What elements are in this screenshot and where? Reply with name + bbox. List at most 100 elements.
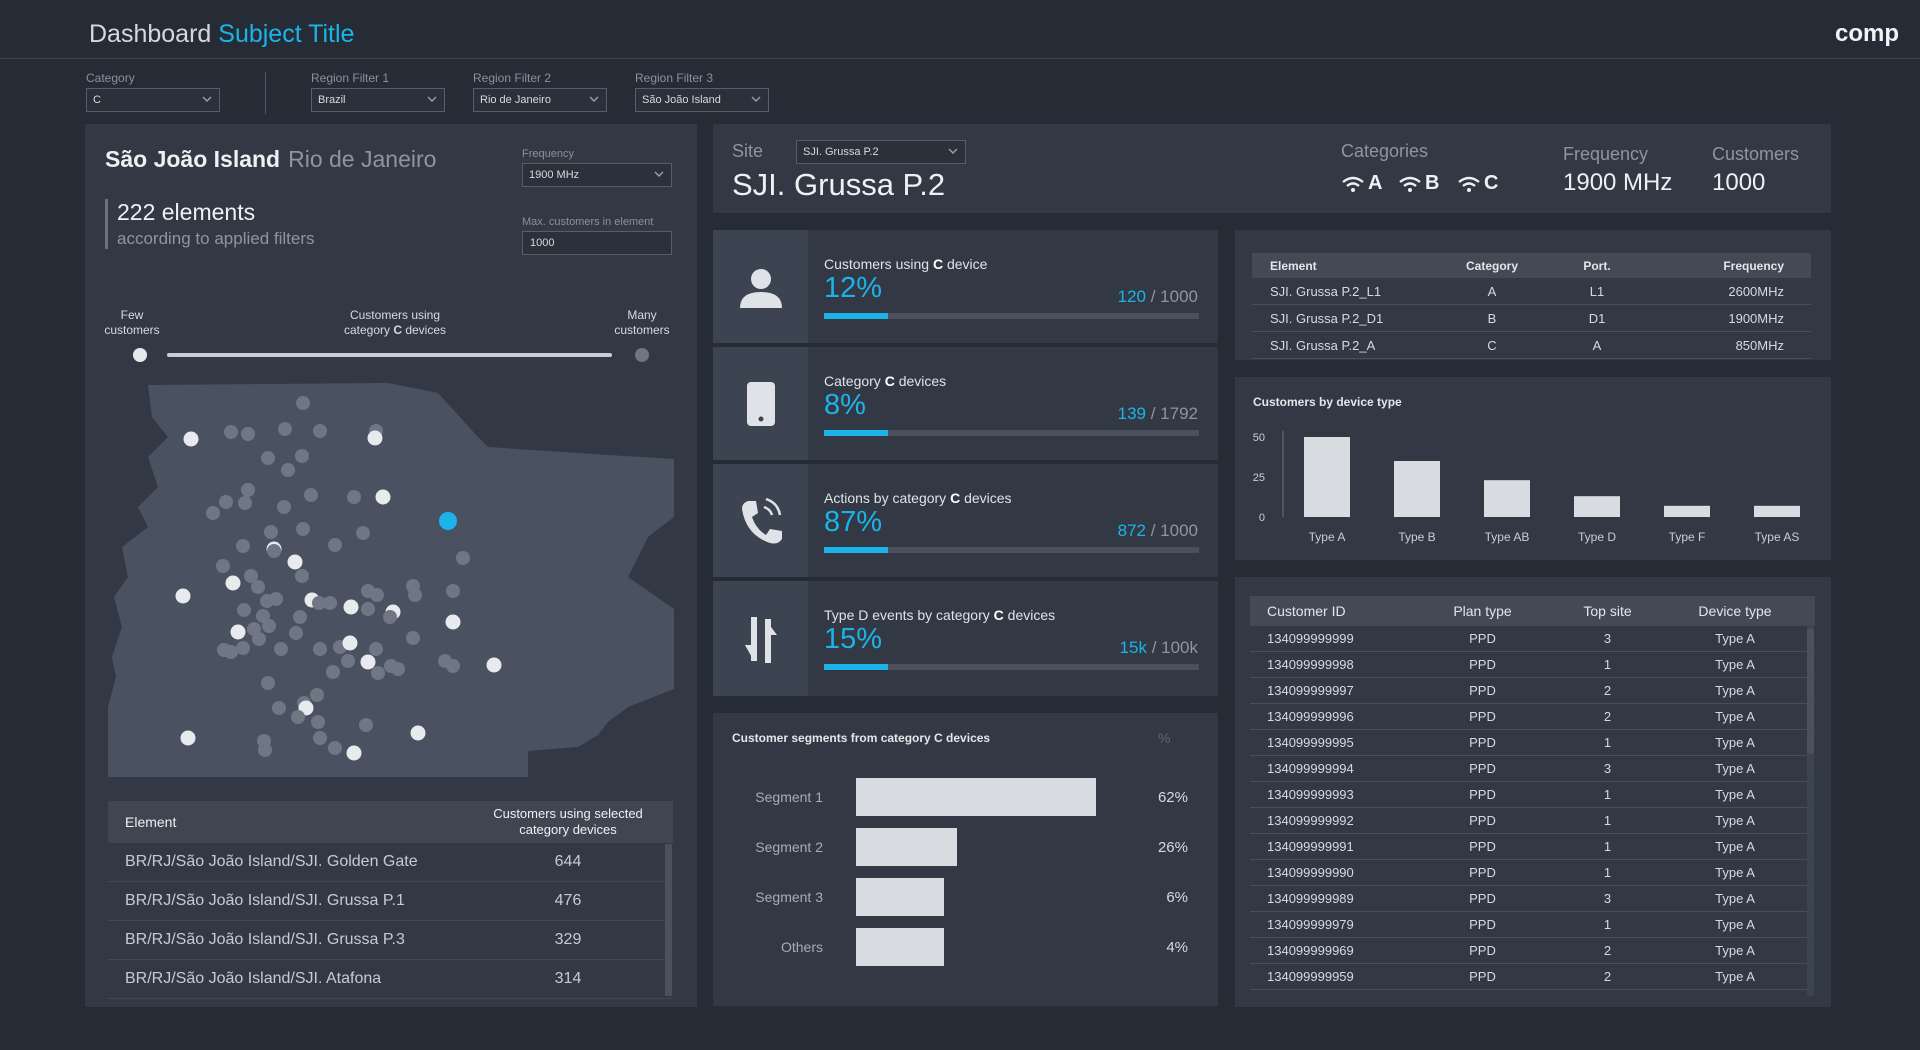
slider-knob-min[interactable] xyxy=(133,348,147,362)
table-row[interactable]: SJI. Grussa P.2_A C A 850MHz xyxy=(1252,332,1811,359)
map-marker[interactable] xyxy=(356,526,370,540)
kpi-card-events[interactable]: Type D events by category C devices 15% … xyxy=(713,581,1218,696)
map-marker[interactable] xyxy=(224,425,238,439)
map-marker[interactable] xyxy=(456,551,470,565)
map-marker[interactable] xyxy=(341,654,355,668)
map-marker[interactable] xyxy=(371,666,385,680)
map-marker[interactable] xyxy=(384,659,398,673)
customers-scrollbar[interactable] xyxy=(1807,629,1814,754)
map-marker[interactable] xyxy=(438,654,452,668)
filter-region-1-select[interactable]: Brazil xyxy=(311,88,445,112)
table-row[interactable]: 134099999990 PPD 1 Type A xyxy=(1250,860,1815,886)
map-marker[interactable] xyxy=(260,594,274,608)
table-row[interactable]: SJI. Grussa P.2_D1 B D1 1900MHz xyxy=(1252,305,1811,332)
table-row[interactable]: BR/RJ/São João Island/SJI. Grussa P.1 476 xyxy=(108,882,673,921)
map-marker[interactable] xyxy=(361,602,375,616)
table-row[interactable]: 134099999969 PPD 2 Type A xyxy=(1250,938,1815,964)
map-marker[interactable] xyxy=(295,449,309,463)
table-row[interactable]: 134099999994 PPD 3 Type A xyxy=(1250,756,1815,782)
map-marker[interactable] xyxy=(313,731,327,745)
filter-region-2-select[interactable]: Rio de Janeiro xyxy=(473,88,607,112)
table-row[interactable]: BR/RJ/São João Island/SJI. Golden Gate 64… xyxy=(108,843,673,882)
map-marker[interactable] xyxy=(326,665,340,679)
map-marker[interactable] xyxy=(359,718,373,732)
kpi-card-devices[interactable]: Category C devices 8% 139 / 1792 xyxy=(713,347,1218,460)
segment-row[interactable]: Others 4% xyxy=(713,928,1203,966)
segment-row[interactable]: Segment 1 62% xyxy=(713,778,1203,816)
table-row[interactable]: BR/RJ/São João Island/SJI. Grussa P.3 329 xyxy=(108,921,673,960)
table-row[interactable]: 134099999989 PPD 3 Type A xyxy=(1250,886,1815,912)
map-marker[interactable] xyxy=(231,625,246,640)
segment-row[interactable]: Segment 2 26% xyxy=(713,828,1203,866)
map-marker[interactable] xyxy=(236,641,250,655)
map-marker[interactable] xyxy=(293,610,307,624)
island-map[interactable] xyxy=(108,377,674,777)
map-marker[interactable] xyxy=(487,658,502,673)
map-marker[interactable] xyxy=(262,619,276,633)
map-marker[interactable] xyxy=(264,525,278,539)
segment-row[interactable]: Segment 3 6% xyxy=(713,878,1203,916)
table-scrollbar[interactable] xyxy=(665,844,672,996)
map-marker[interactable] xyxy=(181,731,196,746)
map-marker[interactable] xyxy=(313,424,327,438)
slider-track[interactable] xyxy=(167,353,612,357)
map-marker[interactable] xyxy=(310,688,324,702)
map-marker[interactable] xyxy=(252,632,266,646)
table-row[interactable]: 134099999992 PPD 1 Type A xyxy=(1250,808,1815,834)
table-row[interactable]: 134099999999 PPD 3 Type A xyxy=(1250,626,1815,652)
map-marker[interactable] xyxy=(369,642,383,656)
map-marker[interactable] xyxy=(277,500,291,514)
table-row[interactable]: BR/RJ/São João Island/SJI. Atafona 314 xyxy=(108,960,673,999)
map-marker[interactable] xyxy=(278,422,292,436)
filter-category-select[interactable]: C xyxy=(86,88,220,112)
map-marker[interactable] xyxy=(216,559,230,573)
table-row[interactable]: 134099999998 PPD 1 Type A xyxy=(1250,652,1815,678)
map-marker[interactable] xyxy=(347,746,362,761)
map-marker[interactable] xyxy=(370,588,384,602)
map-marker[interactable] xyxy=(296,396,310,410)
map-marker[interactable] xyxy=(237,603,251,617)
map-marker[interactable] xyxy=(411,726,426,741)
site-select[interactable]: SJI. Grussa P.2 xyxy=(796,140,966,164)
map-marker[interactable] xyxy=(238,496,252,510)
map-marker[interactable] xyxy=(328,538,342,552)
table-row[interactable]: 134099999991 PPD 1 Type A xyxy=(1250,834,1815,860)
kpi-card-actions[interactable]: Actions by category C devices 87% 872 / … xyxy=(713,464,1218,577)
map-marker[interactable] xyxy=(347,490,361,504)
map-marker[interactable] xyxy=(296,522,310,536)
map-marker[interactable] xyxy=(446,615,461,630)
table-row[interactable]: 134099999997 PPD 2 Type A xyxy=(1250,678,1815,704)
filter-region-3-select[interactable]: São João Island xyxy=(635,88,769,112)
map-marker[interactable] xyxy=(241,427,255,441)
map-marker[interactable] xyxy=(258,743,272,757)
map-marker[interactable] xyxy=(439,512,457,530)
slider-knob-max[interactable] xyxy=(635,348,649,362)
map-marker[interactable] xyxy=(219,495,233,509)
table-row[interactable]: SJI. Grussa P.2_L1 A L1 2600MHz xyxy=(1252,278,1811,305)
map-marker[interactable] xyxy=(295,569,309,583)
map-marker[interactable] xyxy=(241,483,255,497)
frequency-select[interactable]: 1900 MHz xyxy=(522,163,672,187)
map-marker[interactable] xyxy=(361,655,376,670)
map-marker[interactable] xyxy=(313,642,327,656)
map-marker[interactable] xyxy=(343,636,358,651)
map-marker[interactable] xyxy=(261,451,275,465)
table-row[interactable]: 134099999979 PPD 1 Type A xyxy=(1250,912,1815,938)
table-row[interactable]: 134099999996 PPD 2 Type A xyxy=(1250,704,1815,730)
table-row[interactable]: 134099999959 PPD 2 Type A xyxy=(1250,964,1815,990)
map-marker[interactable] xyxy=(291,710,305,724)
map-marker[interactable] xyxy=(376,490,391,505)
map-marker[interactable] xyxy=(406,631,420,645)
map-marker[interactable] xyxy=(281,463,295,477)
map-marker[interactable] xyxy=(344,600,359,615)
map-marker[interactable] xyxy=(446,584,460,598)
map-marker[interactable] xyxy=(289,626,303,640)
map-marker[interactable] xyxy=(304,488,318,502)
map-marker[interactable] xyxy=(184,432,199,447)
map-marker[interactable] xyxy=(328,741,342,755)
map-marker[interactable] xyxy=(323,596,337,610)
table-row[interactable]: 134099999993 PPD 1 Type A xyxy=(1250,782,1815,808)
map-marker[interactable] xyxy=(224,645,238,659)
map-marker[interactable] xyxy=(408,588,422,602)
map-marker[interactable] xyxy=(226,576,241,591)
